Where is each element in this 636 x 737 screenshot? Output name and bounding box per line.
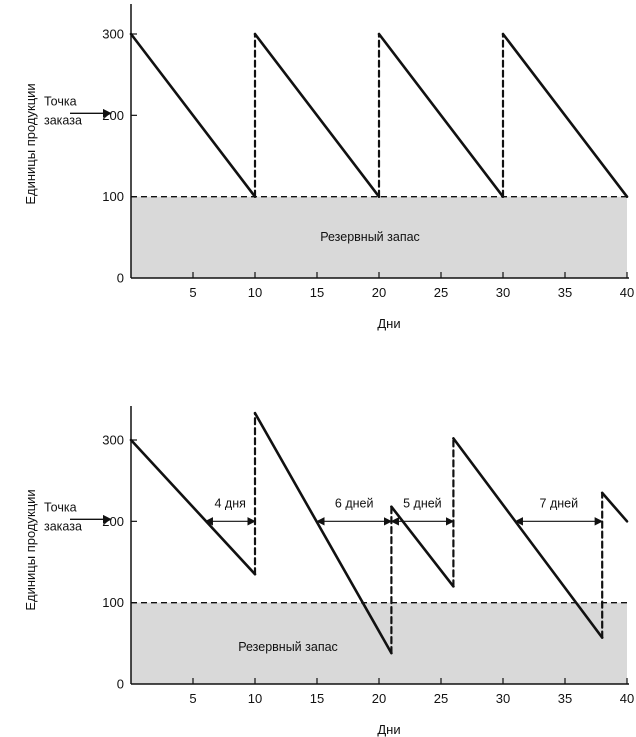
chart-1: Резервный запас 0 100 200 300 5 10 15 20 25 30 35 40…: [23, 4, 634, 331]
chart-2: Резервный запас 0 100 200 300 5 10 15 20 25 30 35 40…: [23, 406, 634, 737]
x-tick-label: 25: [434, 691, 448, 706]
consumption-segment: [129, 438, 257, 576]
consumption-segment: [501, 32, 629, 198]
y-tick-label: 100: [102, 189, 124, 204]
lead-time-label: 5 дней: [403, 496, 442, 510]
x-tick-label: 35: [558, 691, 572, 706]
consumption-segment: [452, 437, 604, 639]
safety-stock-label: Резервный запас: [320, 230, 420, 244]
x-tick-label: 15: [310, 691, 324, 706]
y-tick-label: 300: [102, 27, 124, 42]
consumption-segment: [390, 505, 455, 588]
lead-time-label: 4 дня: [215, 496, 246, 510]
y-axis-label: Единицы продукции: [23, 489, 38, 610]
x-tick-label: 20: [372, 285, 386, 300]
consumption-segment: [253, 411, 393, 655]
y-axis-label: Единицы продукции: [23, 83, 38, 204]
reorder-point-label: Точка: [44, 94, 77, 108]
consumption-segment: [377, 32, 505, 198]
lead-time-label-bg: [534, 494, 584, 511]
y-tick-label: 200: [102, 108, 124, 123]
lead-time-label: 7 дней: [540, 496, 579, 510]
x-tick-label: 15: [310, 285, 324, 300]
x-tick-label: 40: [620, 285, 634, 300]
x-tick-label: 30: [496, 691, 510, 706]
x-tick-label: 35: [558, 285, 572, 300]
safety-stock-label: Резервный запас: [238, 640, 338, 654]
reorder-point-label: Точка: [44, 500, 77, 514]
safety-stock-area: [131, 196, 627, 278]
x-tick-label: 10: [248, 285, 262, 300]
y-tick-label: 200: [102, 514, 124, 529]
y-tick-label: 0: [117, 677, 124, 692]
reorder-point-label: заказа: [44, 113, 82, 127]
x-tick-label: 25: [434, 285, 448, 300]
reorder-point-label: заказа: [44, 519, 82, 533]
y-tick-label: 100: [102, 595, 124, 610]
x-axis-label: Дни: [377, 722, 400, 737]
lead-time-label-bg: [397, 494, 447, 511]
x-tick-label: 5: [189, 691, 196, 706]
x-axis-label: Дни: [377, 316, 400, 331]
x-tick-label: 20: [372, 691, 386, 706]
x-tick-label: 5: [189, 285, 196, 300]
y-tick-label: 300: [102, 433, 124, 448]
safety-stock-area: [131, 602, 627, 684]
consumption-segment: [129, 32, 257, 198]
x-tick-label: 40: [620, 691, 634, 706]
lead-time-label-bg: [209, 494, 252, 511]
x-tick-label: 10: [248, 691, 262, 706]
x-tick-label: 30: [496, 285, 510, 300]
lead-time-label-bg: [329, 494, 379, 511]
y-tick-label: 0: [117, 271, 124, 286]
consumption-segment: [600, 491, 629, 523]
consumption-segment: [253, 32, 381, 198]
lead-time-label: 6 дней: [335, 496, 374, 510]
